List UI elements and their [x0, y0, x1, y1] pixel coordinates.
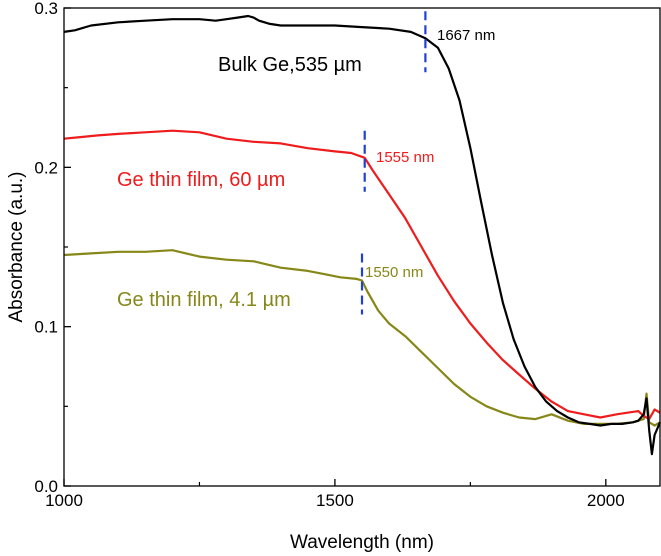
y-axis-label: Absorbance (a.u.)	[6, 171, 27, 322]
tick-layer: 1000 1500 2000 0.0 0.1 0.2 0.3	[34, 0, 624, 510]
y-tick-label: 0.2	[34, 158, 58, 177]
cutoff-marker-layer	[360, 11, 427, 315]
series-label-thin-film-60: Ge thin film, 60 µm	[117, 169, 285, 191]
y-tick-label: 0.0	[34, 477, 58, 496]
y-tick-label: 0.1	[34, 318, 58, 337]
cutoff-label-1667: 1667 nm	[437, 27, 495, 44]
series-line-0	[63, 14, 661, 456]
cutoff-label-1555: 1555 nm	[376, 149, 434, 166]
series-line-2	[63, 249, 661, 427]
x-tick-label: 1000	[45, 491, 83, 510]
series-label-bulk-ge: Bulk Ge,535 µm	[218, 54, 362, 76]
x-tick-label: 1500	[316, 491, 354, 510]
plot-frame	[63, 7, 661, 487]
series-layer	[63, 14, 661, 456]
series-line-1	[63, 129, 661, 421]
x-axis-label: Wavelength (nm)	[290, 532, 434, 553]
series-label-thin-film-4-1: Ge thin film, 4.1 µm	[117, 289, 291, 311]
y-tick-label: 0.3	[34, 0, 58, 18]
x-tick-label: 2000	[587, 491, 625, 510]
cutoff-label-1550: 1550 nm	[365, 264, 423, 281]
